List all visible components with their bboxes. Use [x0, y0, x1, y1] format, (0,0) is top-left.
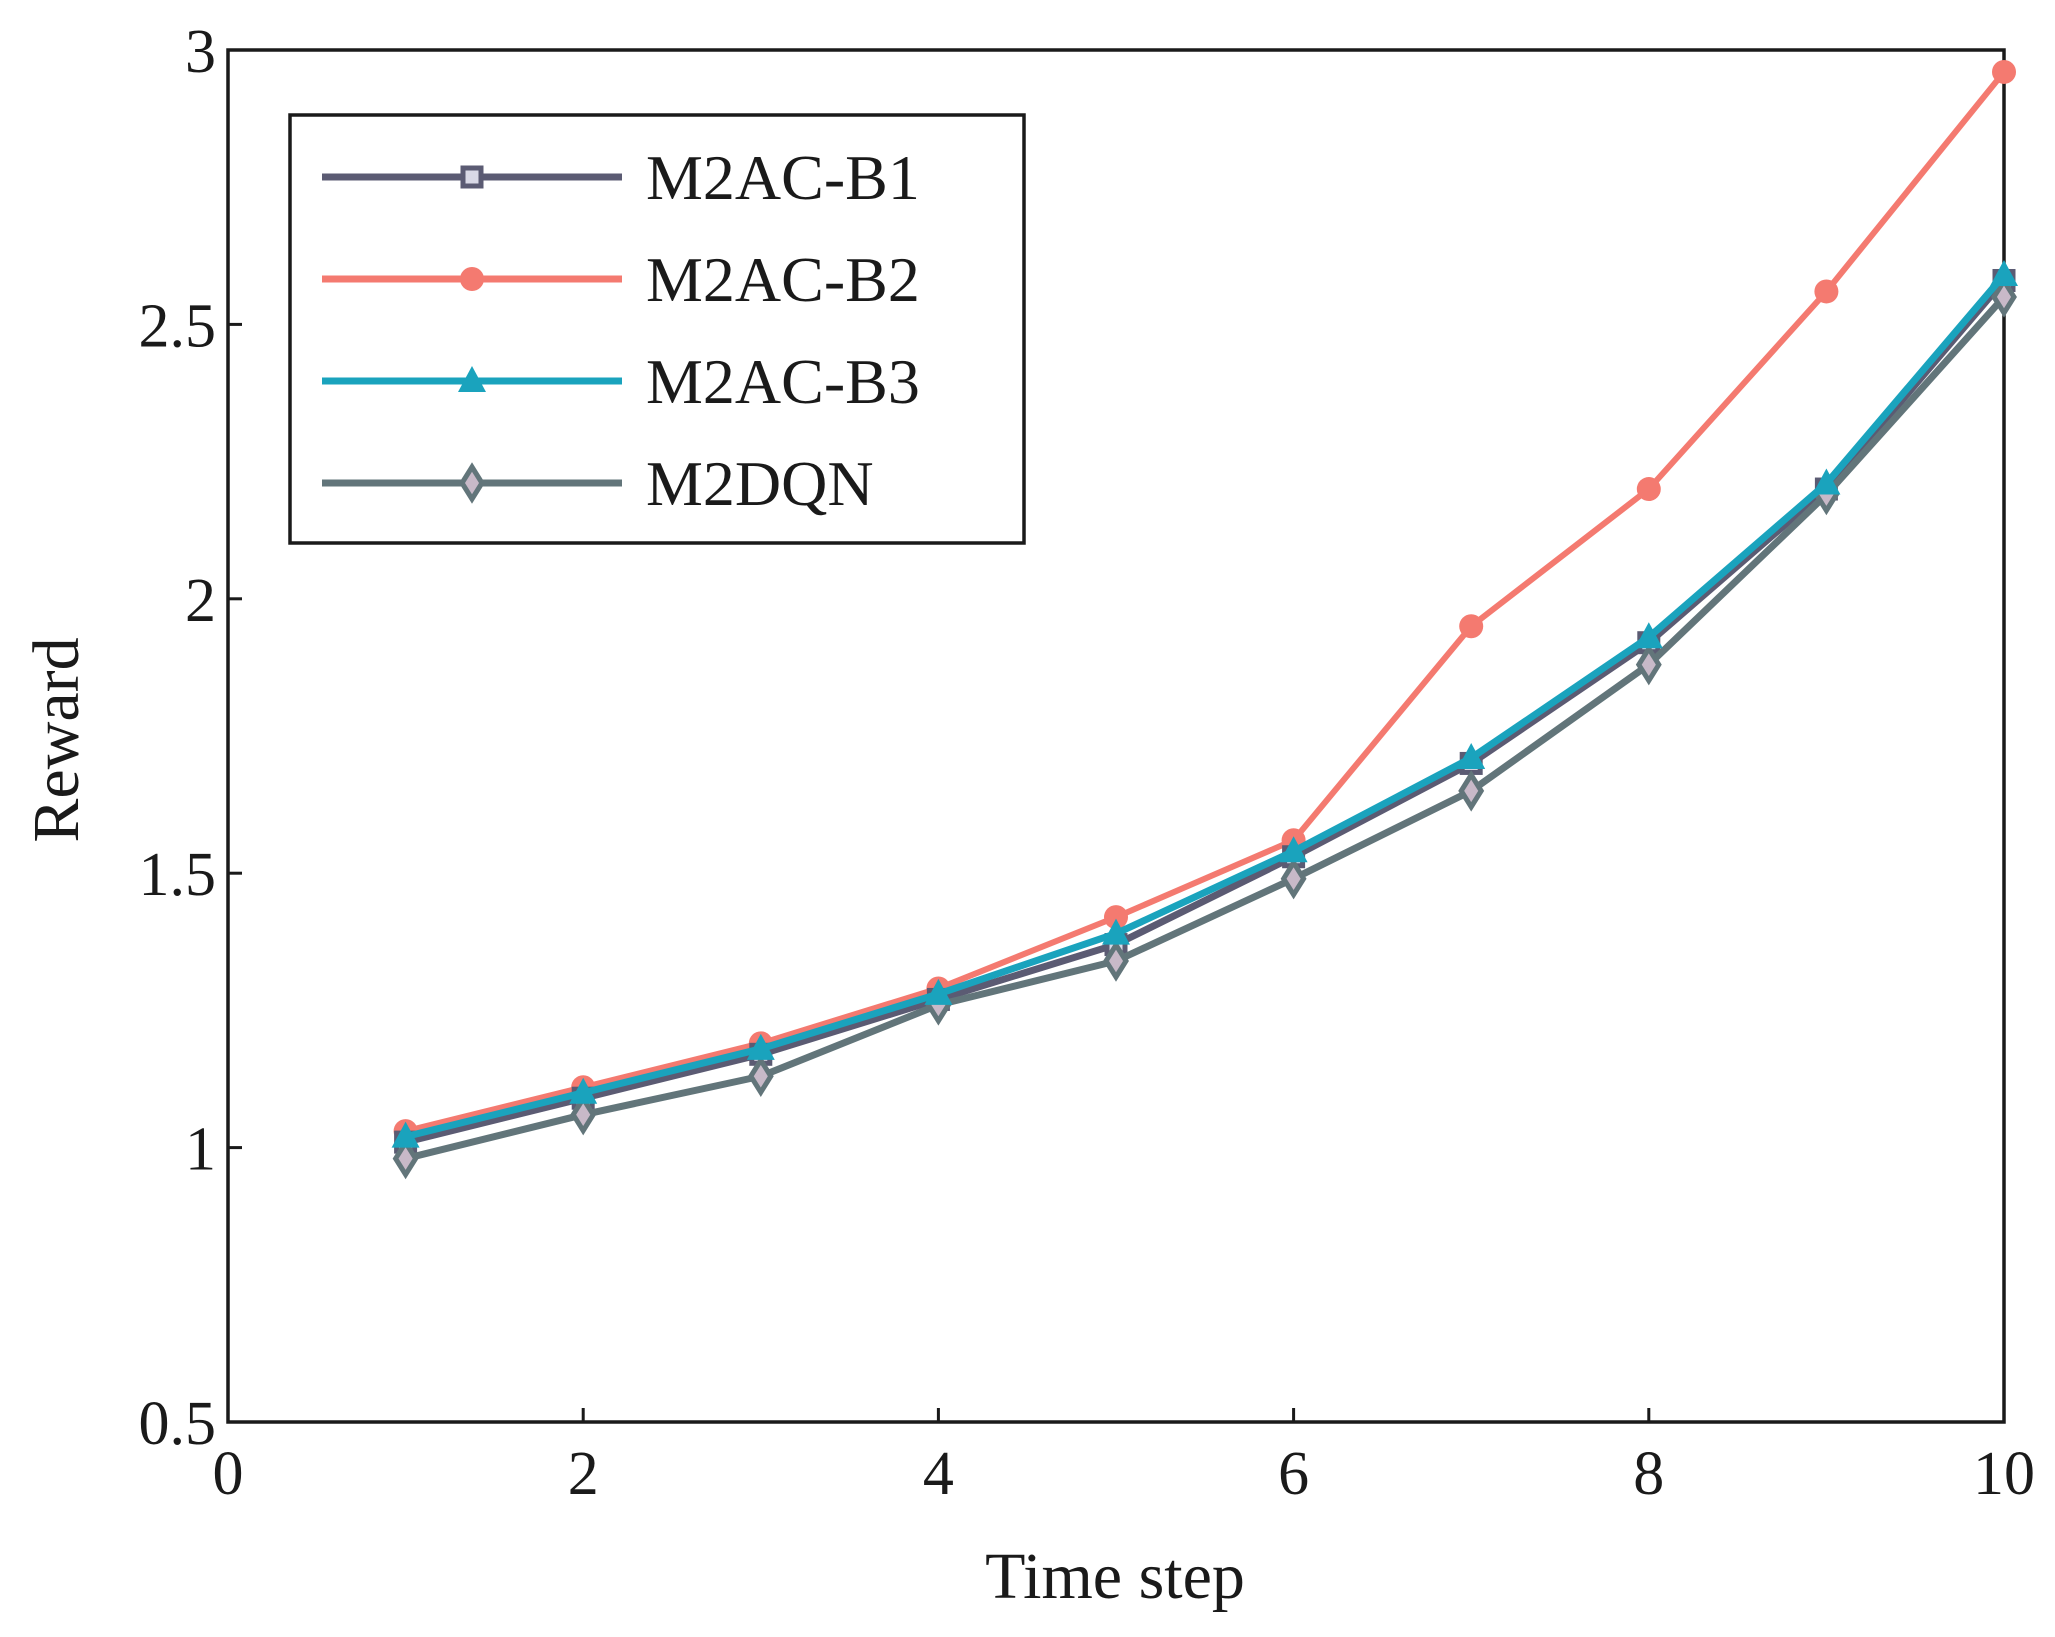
y-tick-label: 2.5: [139, 292, 217, 360]
data-point: [391, 1121, 420, 1148]
x-axis-title: Time step: [985, 1540, 1245, 1613]
data-point: [747, 1055, 774, 1097]
data-point: [1990, 260, 2018, 287]
legend-marker: [460, 165, 484, 189]
y-tick-label: 2: [185, 567, 216, 635]
x-tick-label: 4: [923, 1440, 954, 1508]
legend-marker: [458, 366, 486, 392]
series-line: [404, 278, 2007, 1146]
plot-frame: [226, 48, 2006, 1424]
data-point: [1280, 857, 1307, 900]
legend: M2AC-B1 M2AC-B2 M2AC-B3 M2DQN: [288, 113, 1026, 545]
data-point: [1103, 940, 1129, 982]
data-point: [569, 1077, 598, 1104]
data-point: [1458, 770, 1485, 812]
data-point: [1636, 477, 1661, 502]
data-point: [1457, 742, 1486, 769]
data-point: [1991, 276, 2017, 318]
data-point: [1104, 905, 1128, 930]
data-point: [1635, 643, 1662, 686]
y-tick-label: 1: [185, 1116, 216, 1184]
legend-item: M2AC-B1: [322, 142, 920, 213]
series-line: [404, 272, 2007, 1141]
series-line: [404, 70, 2007, 1135]
data-point: [570, 1093, 597, 1136]
data-point: [1812, 468, 1841, 495]
series-m2ac-b3: [391, 260, 2018, 1148]
legend-label: M2DQN: [646, 448, 874, 519]
legend-marker: [459, 462, 485, 504]
y-tick-label: 1.5: [139, 841, 217, 909]
legend-item: M2AC-B2: [322, 244, 920, 315]
x-tick-label: 10: [1973, 1440, 2035, 1508]
y-tick-label: 0.5: [139, 1390, 217, 1458]
data-point: [746, 1033, 775, 1060]
legend-box: [288, 113, 1026, 545]
legend-item: M2DQN: [322, 448, 874, 519]
y-tick-label: 3: [185, 18, 216, 86]
legend-item: M2AC-B3: [322, 346, 920, 417]
x-tick-label: 2: [568, 1440, 599, 1508]
y-axis-title: Reward: [20, 637, 93, 842]
data-point: [1459, 614, 1484, 639]
legend-marker: [460, 267, 484, 291]
series-line: [404, 294, 2007, 1162]
data-point: [1279, 836, 1308, 863]
data-point: [924, 978, 953, 1005]
legend-label: M2AC-B2: [646, 244, 920, 315]
data-point: [1814, 279, 1839, 304]
x-tick-label: 8: [1633, 1440, 1664, 1508]
series-layer: [391, 59, 2018, 1180]
x-tick-label: 6: [1278, 1440, 1309, 1508]
legend-label: M2AC-B1: [646, 142, 920, 213]
data-point: [392, 1137, 419, 1180]
data-point: [1634, 622, 1663, 649]
axes: 0 2 4 6 8 10 0.5 1 1.5 2 2.5 3: [139, 18, 2036, 1508]
data-point: [1102, 918, 1130, 945]
legend-label: M2AC-B3: [646, 346, 920, 417]
x-tick-label: 0: [213, 1440, 244, 1508]
data-point: [1992, 59, 2016, 84]
